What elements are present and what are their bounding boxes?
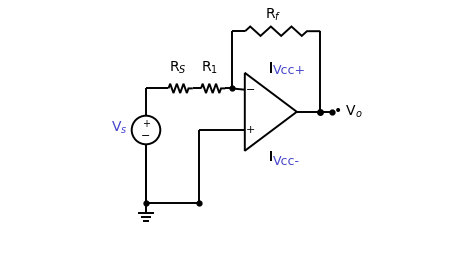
Text: −: − xyxy=(141,131,151,141)
Text: R$_f$: R$_f$ xyxy=(265,6,282,23)
Text: R$_1$: R$_1$ xyxy=(201,59,218,76)
Text: Vcc+: Vcc+ xyxy=(273,64,307,77)
Text: V$_s$: V$_s$ xyxy=(111,119,128,136)
Text: Vcc-: Vcc- xyxy=(273,155,301,168)
Text: +: + xyxy=(246,125,255,135)
Text: +: + xyxy=(142,119,150,129)
Text: R$_S$: R$_S$ xyxy=(169,59,187,76)
Text: • V$_o$: • V$_o$ xyxy=(333,103,363,120)
Text: −: − xyxy=(246,85,255,95)
